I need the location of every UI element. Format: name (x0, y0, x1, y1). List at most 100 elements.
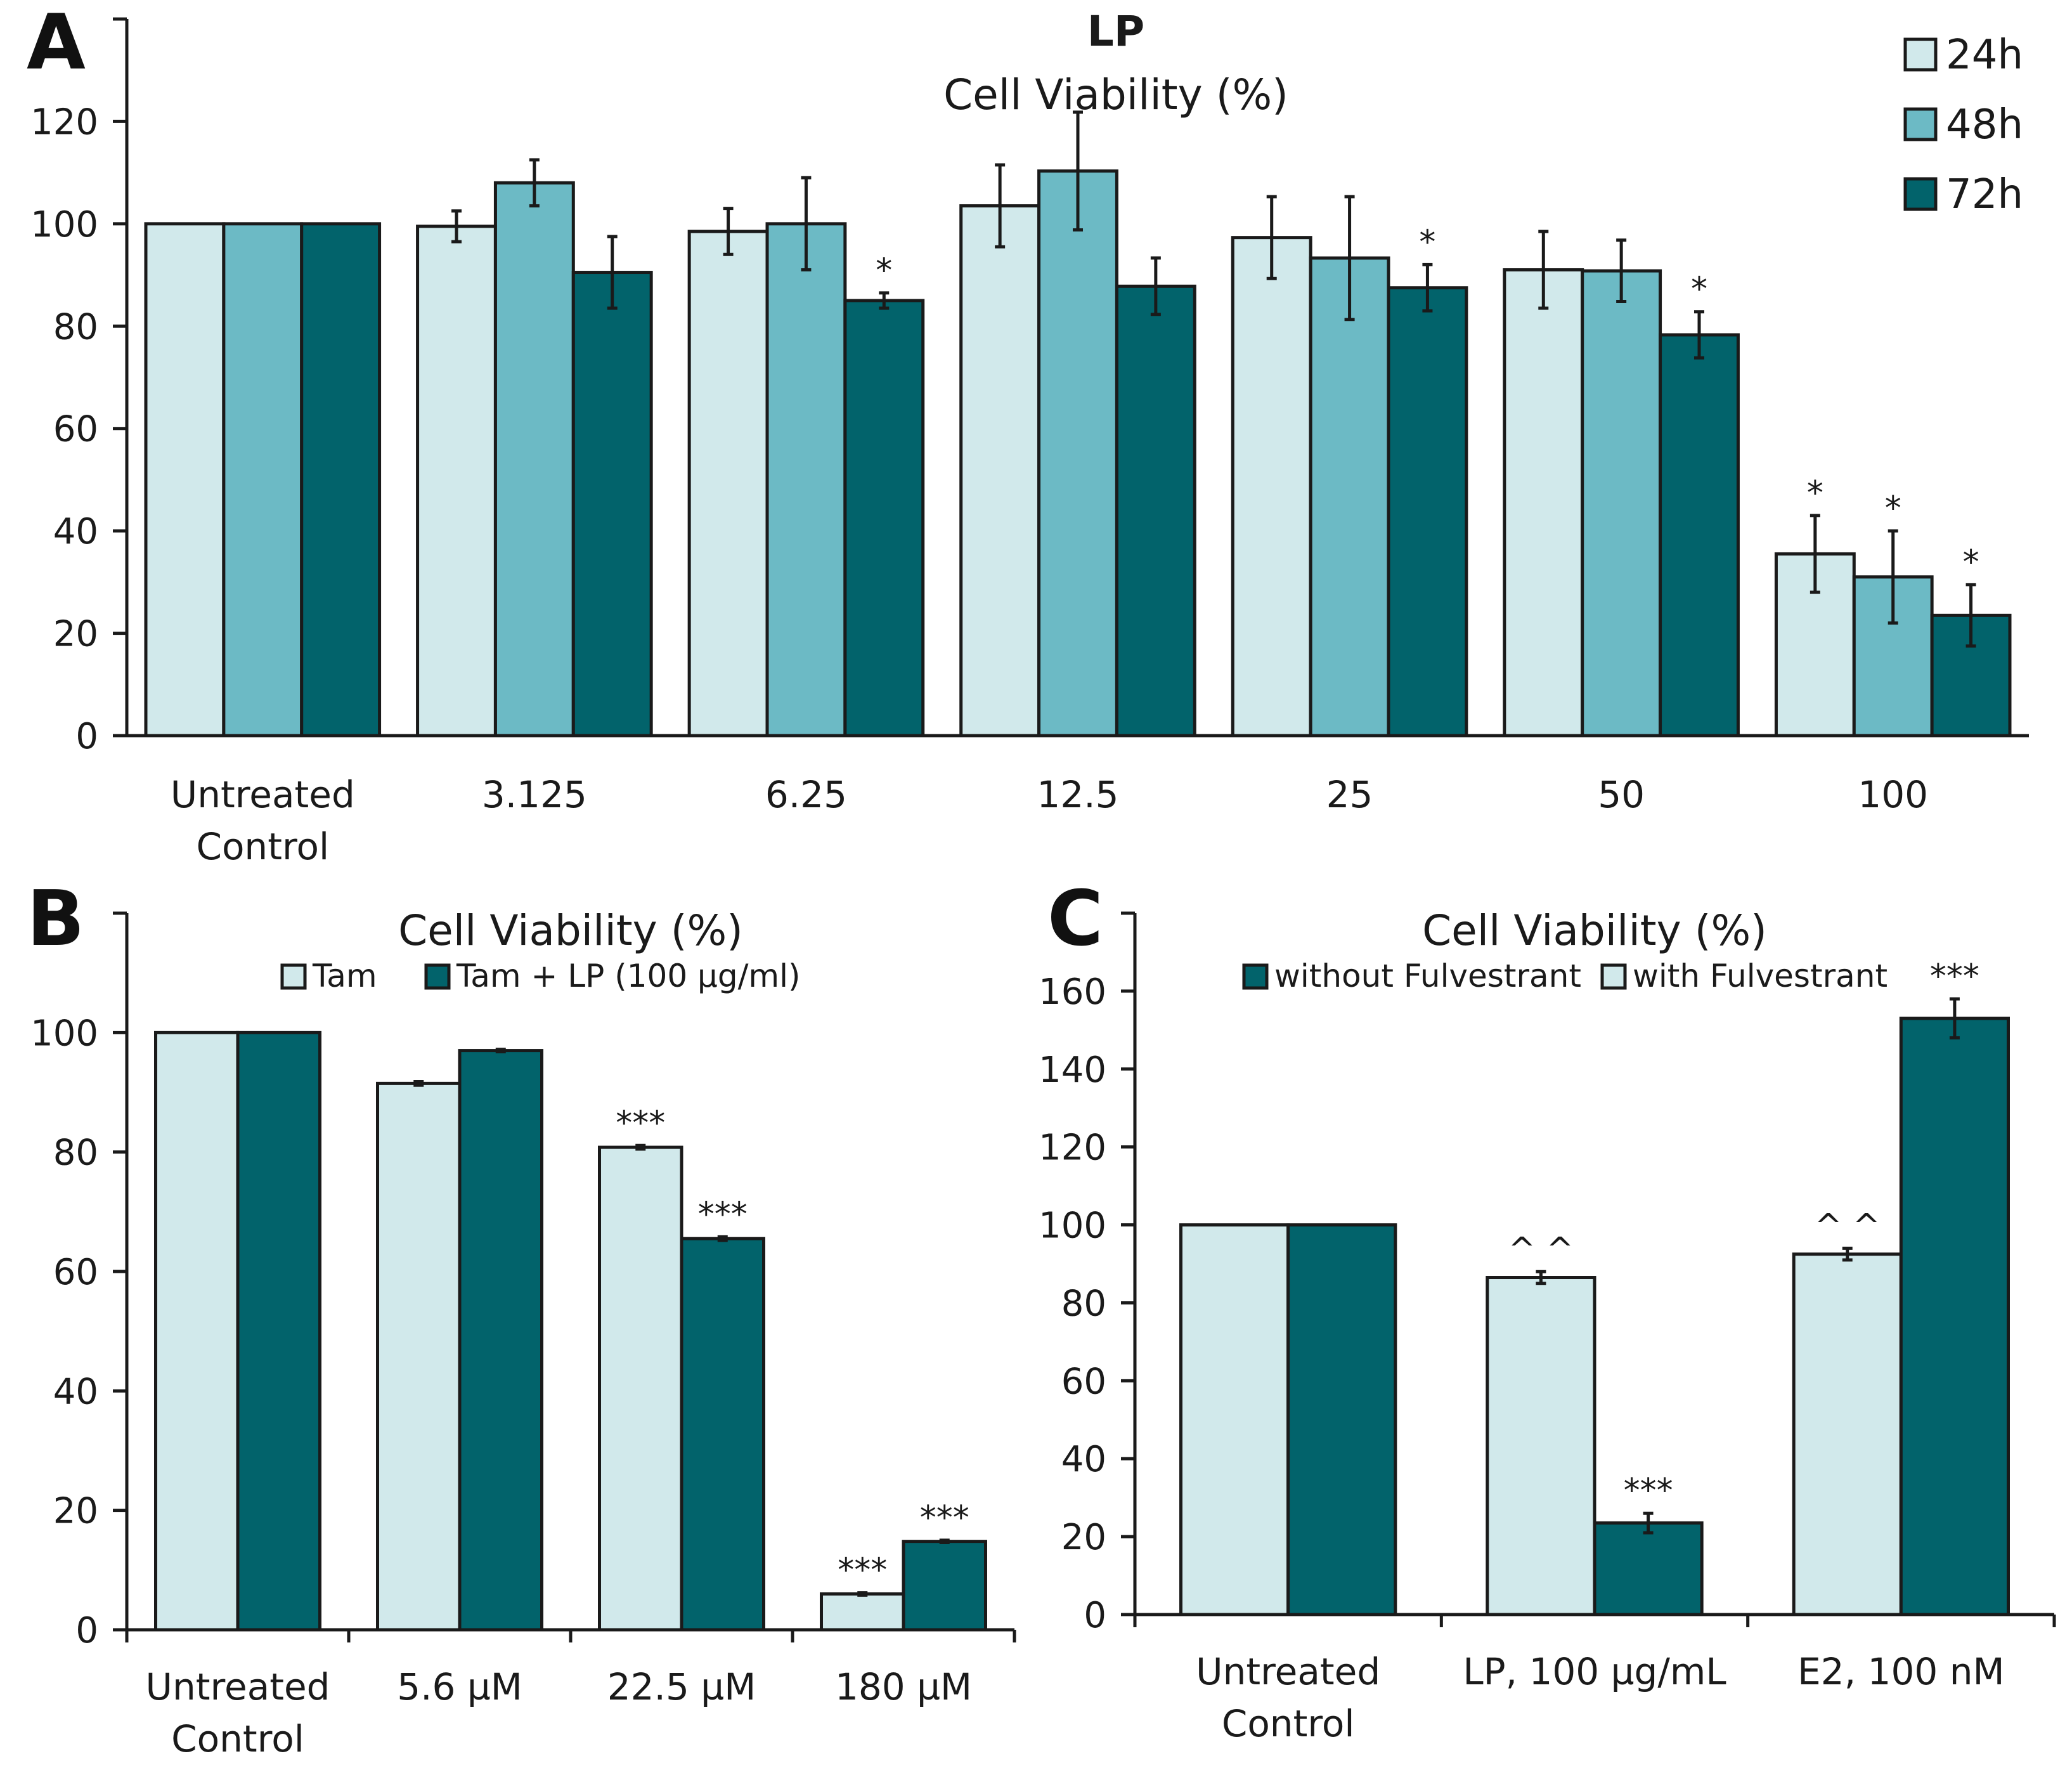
chart-subtitle: Cell Viability (%) (943, 70, 1288, 119)
significance-label: *** (920, 1499, 969, 1537)
bar (765, 222, 847, 738)
chart-a: LP Cell Viability (%) 0 20 40 60 80 100 120 Untre… (30, 7, 2029, 868)
panel-letter-b: B (27, 875, 84, 963)
bar (1581, 269, 1662, 738)
bar (571, 271, 653, 738)
bar (1179, 1223, 1290, 1616)
panel-letter-c: C (1047, 875, 1103, 963)
category-label: Control (196, 825, 329, 868)
y-tick-label: 40 (1061, 1439, 1106, 1480)
bar (1486, 1276, 1596, 1616)
bar (144, 222, 226, 738)
y-tick-label: 0 (75, 1610, 98, 1651)
legend-label: 24h (1946, 32, 2023, 79)
legend-swatch (1903, 107, 1938, 141)
category-label: 5.6 µM (397, 1665, 522, 1708)
y-tick-label: 60 (1061, 1361, 1106, 1402)
category-label: LP, 100 µg/mL (1463, 1650, 1726, 1693)
y-tick-label: 40 (53, 511, 98, 552)
category-label: 3.125 (482, 773, 587, 816)
category-label: 6.25 (765, 773, 847, 816)
legend-label: without Fulvestrant (1274, 958, 1581, 994)
y-tick-label: 160 (1039, 972, 1106, 1013)
legend-label: 72h (1946, 171, 2023, 218)
bar (300, 222, 382, 738)
category-label: Untreated (171, 773, 355, 816)
y-tick-label: 40 (53, 1371, 98, 1412)
category-label: 12.5 (1037, 773, 1118, 816)
y-tick-label: 20 (53, 614, 98, 655)
category-label: 50 (1598, 773, 1645, 816)
y-tick-label: 120 (30, 101, 98, 143)
y-tick-label: 0 (1084, 1595, 1106, 1636)
significance-label: *** (838, 1552, 887, 1590)
significance-label: * (1807, 474, 1823, 512)
bar (376, 1081, 462, 1632)
legend-label: with Fulvestrant (1633, 958, 1887, 994)
category-label: 100 (1858, 773, 1928, 816)
bar (416, 224, 497, 738)
chart-title: Cell Viability (%) (1422, 906, 1767, 955)
bar (154, 1031, 240, 1632)
category-label: Untreated (146, 1665, 330, 1708)
y-tick-label: 60 (53, 409, 98, 450)
y-tick-label: 80 (1061, 1283, 1106, 1324)
bar (902, 1540, 987, 1632)
bar (493, 181, 575, 738)
bar (598, 1145, 683, 1632)
y-tick-label: 80 (53, 1133, 98, 1174)
category-label: 25 (1326, 773, 1373, 816)
y-tick-label: 20 (1061, 1517, 1106, 1558)
y-tick-label: 80 (53, 306, 98, 348)
significance-label: *** (616, 1104, 665, 1142)
category-label: Control (1222, 1702, 1355, 1745)
y-tick-label: 140 (1039, 1050, 1106, 1091)
bar (1286, 1223, 1397, 1616)
y-tick-label: 100 (30, 204, 98, 245)
bar (687, 230, 769, 738)
bar (1899, 1017, 2010, 1616)
category-label: 180 µM (835, 1665, 972, 1708)
y-tick-label: 20 (53, 1491, 98, 1532)
panel-letter-a: A (27, 0, 86, 87)
significance-label: *** (1624, 1472, 1673, 1510)
chart-c: Cell Viability (%) 0 20 40 60 80 100 120 140 160 U… (1039, 906, 2056, 1745)
legend-label: 48h (1946, 101, 2023, 148)
bar (843, 299, 925, 738)
legend-swatch (1903, 177, 1938, 211)
bar (1593, 1521, 1704, 1616)
legend-swatch (280, 963, 307, 990)
legend-label: Tam + LP (100 µg/ml) (456, 958, 801, 994)
y-tick-label: 60 (53, 1252, 98, 1293)
legend-swatch (1242, 963, 1269, 990)
legend-swatch (424, 963, 451, 990)
category-label: E2, 100 nM (1797, 1650, 2004, 1693)
legend-swatch (1600, 963, 1627, 990)
bar (1037, 169, 1118, 738)
y-tick-label: 100 (1039, 1206, 1106, 1247)
significance-label: * (1691, 271, 1707, 309)
chart-title: LP (1087, 7, 1144, 56)
legend-label: Tam (312, 958, 377, 994)
bar (680, 1237, 765, 1632)
chart-b: Cell Viability (%) 0 20 40 60 80 100 Untreated C… (30, 906, 1016, 1760)
bar (458, 1049, 543, 1632)
y-tick-label: 100 (30, 1013, 98, 1054)
bar (1387, 286, 1468, 738)
significance-label: * (1419, 223, 1435, 261)
significance-label: * (1885, 490, 1901, 528)
significance-label: *** (698, 1195, 748, 1233)
significance-label: ^ ^ (1815, 1207, 1881, 1245)
bar (1231, 236, 1312, 738)
significance-label: * (1963, 543, 1979, 582)
y-tick-label: 120 (1039, 1128, 1106, 1169)
bar (959, 204, 1041, 738)
bar (222, 222, 304, 738)
bar (820, 1592, 905, 1632)
bar (1309, 256, 1390, 738)
significance-label: *** (1930, 958, 1979, 996)
significance-label: * (876, 252, 892, 290)
bar (1659, 333, 1740, 738)
legend-swatch (1903, 37, 1938, 72)
